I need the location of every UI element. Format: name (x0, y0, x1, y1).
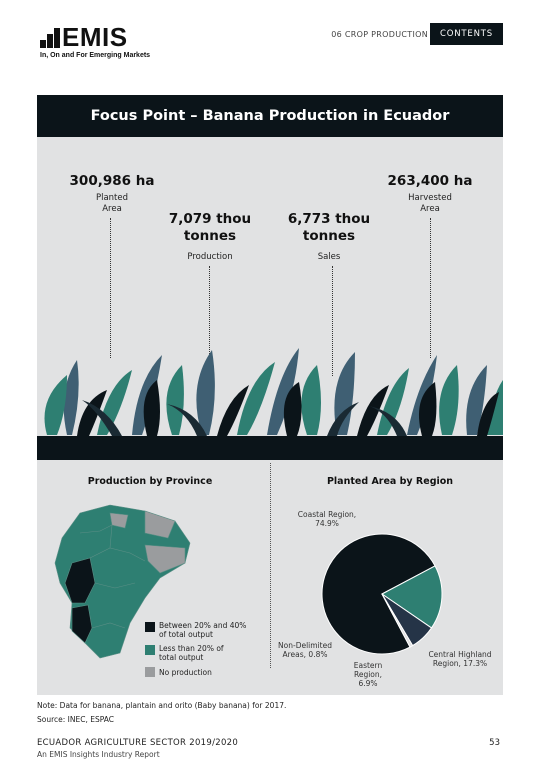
map-section-title: Production by Province (87, 476, 213, 487)
page-number: 53 (489, 738, 500, 748)
ground-strip (37, 436, 503, 460)
harvested-area-label-1: Harvested (408, 193, 452, 203)
production-leader-line (209, 266, 210, 356)
pie-label-coastal-1: Coastal Region, (297, 510, 357, 519)
planted-area-value: 300,986 ha (69, 173, 155, 189)
legend-none: No production (159, 668, 212, 677)
legend-swatch-low (145, 645, 155, 655)
production-value-1: 7,079 thou (168, 211, 252, 227)
contents-button[interactable]: CONTENTS (430, 23, 503, 45)
report-title: ECUADOR AGRICULTURE SECTOR 2019/2020 (37, 738, 239, 748)
sales-value-2: tonnes (302, 228, 356, 244)
legend-low-1: Less than 20% of (159, 644, 224, 653)
planted-area-label-2: Area (102, 204, 122, 214)
legend-swatch-none (145, 667, 155, 677)
sales-value-1: 6,773 thou (287, 211, 371, 227)
banana-plants-illustration (44, 348, 503, 436)
pie-slice-coastal-region (321, 533, 436, 655)
section-divider (270, 463, 271, 668)
pie-chart-title: Planted Area by Region (326, 476, 454, 487)
pie-label-nondelim-1: Non-Delimited (278, 641, 332, 650)
ecuador-province-map (54, 504, 191, 659)
harvested-leader-line (430, 218, 431, 358)
data-source: Source: INEC, ESPAC (37, 715, 115, 724)
pie-label-central-1: Central Highland (428, 650, 492, 659)
pie-label-eastern-1: Eastern (353, 661, 383, 670)
production-value-2: tonnes (183, 228, 237, 244)
pie-chart (321, 533, 443, 655)
emis-logo-icon (40, 28, 60, 48)
pie-label-nondelim-2: Areas, 0.8% (282, 650, 328, 659)
report-subtitle: An EMIS Insights Industry Report (37, 750, 160, 759)
legend-low-2: total output (159, 653, 204, 662)
pie-slice-central-highland-region (381, 565, 443, 629)
logo-text: EMIS (62, 22, 128, 52)
pie-label-coastal-2: 74.9% (315, 519, 339, 528)
data-note: Note: Data for banana, plantain and orit… (37, 701, 287, 710)
harvested-area-label-2: Area (420, 204, 440, 214)
sales-leader-line (332, 266, 333, 376)
pie-label-eastern-3: 6.9% (358, 679, 378, 688)
legend-high-1: Between 20% and 40% (159, 621, 247, 630)
legend-high-2: of total output (159, 630, 213, 639)
page-title: Focus Point – Banana Production in Ecuad… (37, 95, 503, 137)
pie-label-eastern-2: Region, (353, 670, 383, 679)
planted-leader-line (110, 218, 111, 358)
planted-area-label-1: Planted (95, 193, 129, 203)
production-label: Production (187, 252, 233, 262)
pie-slice-non-delimited-areas (381, 593, 414, 648)
logo-tagline: In, On and For Emerging Markets (40, 52, 151, 59)
legend-swatch-high (145, 622, 155, 632)
sales-label: Sales (317, 252, 341, 262)
pie-label-central-2: Region, 17.3% (432, 659, 488, 668)
section-breadcrumb: 06 CROP PRODUCTION (331, 30, 428, 39)
harvested-area-value: 263,400 ha (387, 173, 473, 189)
